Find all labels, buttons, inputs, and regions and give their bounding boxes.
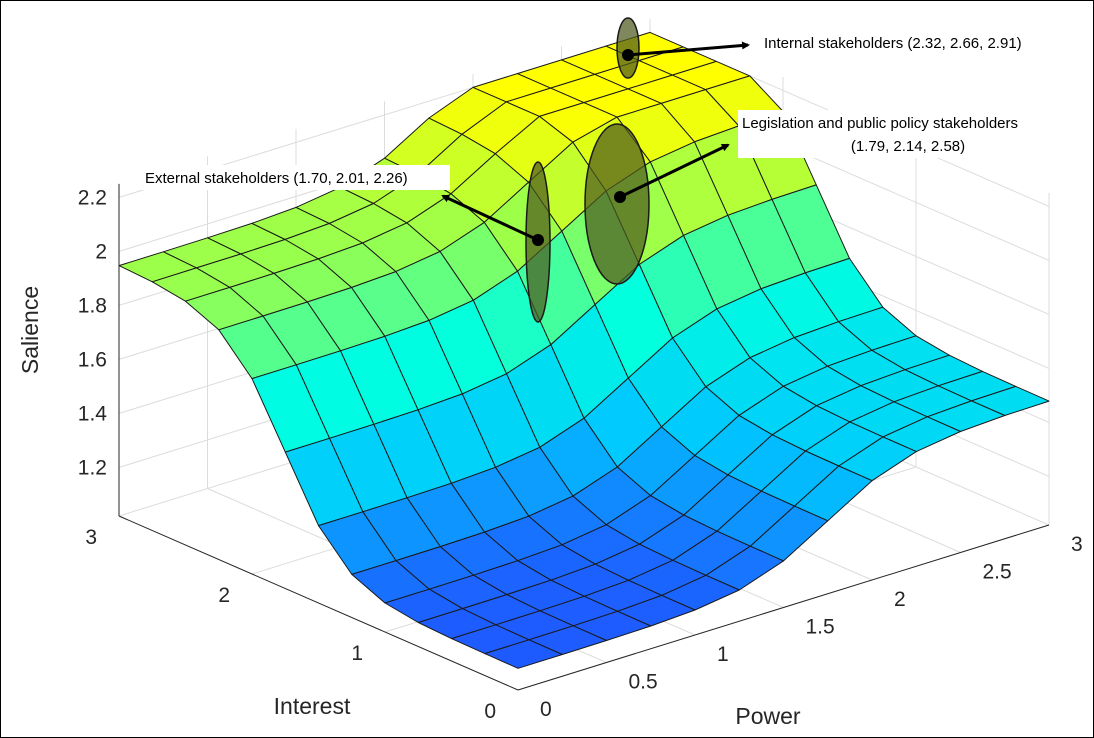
z-tick-label: 1.6 <box>78 348 107 371</box>
stakeholder-point <box>614 191 626 203</box>
y-tick-label: 1 <box>351 642 363 665</box>
x-tick-label: 1.5 <box>806 616 835 639</box>
x-axis-label: Power <box>735 703 801 729</box>
internal-stakeholders-label: Internal stakeholders (2.32, 2.66, 2.91) <box>764 35 1022 52</box>
z-tick-label: 2.2 <box>78 186 107 209</box>
x-tick-label: 3 <box>1071 533 1083 556</box>
legislation-label-box <box>738 110 1074 158</box>
y-tick-label: 0 <box>484 700 496 723</box>
z-tick-label: 2 <box>95 240 107 263</box>
x-tick-label: 2.5 <box>983 561 1012 584</box>
x-tick-label: 0.5 <box>629 671 658 694</box>
legislation-stakeholders-label-line2: (1.79, 2.14, 2.58) <box>851 138 965 155</box>
surface <box>118 31 1050 669</box>
y-tick-label: 3 <box>85 526 97 549</box>
z-tick-label: 1.8 <box>78 294 107 317</box>
legislation-stakeholders-label-line1: Legislation and public policy stakeholde… <box>742 115 1018 132</box>
stakeholder-point <box>532 234 544 246</box>
internal-label-box <box>758 30 1071 55</box>
annotation-arrow <box>619 143 730 199</box>
annotation-arrow <box>441 194 539 242</box>
external-stakeholders-label: External stakeholders (1.70, 2.01, 2.26) <box>145 170 408 187</box>
z-axis-label: Salience <box>17 286 43 374</box>
axes <box>118 183 1050 691</box>
external-label-box <box>140 165 450 190</box>
axis-line <box>118 515 519 691</box>
x-tick-label: 2 <box>894 588 906 611</box>
x-tick-label: 0 <box>540 698 552 721</box>
y-tick-label: 2 <box>218 584 230 607</box>
stakeholder-range-ellipse <box>584 123 650 285</box>
stakeholder-point <box>622 49 634 61</box>
surface-patch <box>484 639 563 669</box>
z-tick-label: 1.2 <box>78 456 107 479</box>
tick-labels: 1.2 1.4 1.6 1.8 2 2.2 0 0.5 1 1.5 2 2.5 3 0 1 2 3 <box>78 186 1083 723</box>
annotations <box>441 17 750 323</box>
x-tick-label: 1 <box>717 643 729 666</box>
annotation-arrow <box>627 41 750 57</box>
z-tick-label: 1.4 <box>78 402 108 425</box>
y-axis-label: Interest <box>274 693 351 719</box>
stakeholder-range-ellipse <box>616 17 640 79</box>
axis-line <box>517 524 1050 691</box>
